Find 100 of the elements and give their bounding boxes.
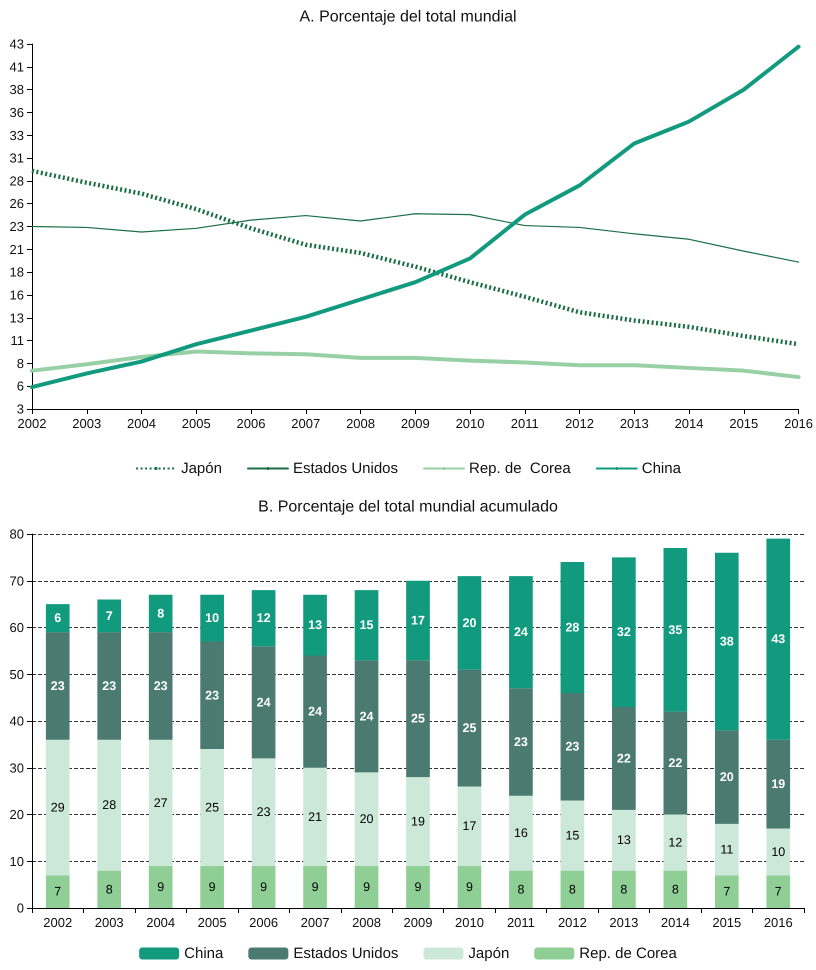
y-tick-label: 36: [10, 104, 24, 120]
data-label: 16: [514, 826, 528, 840]
data-label: 23: [50, 678, 65, 693]
y-tick-label: 80: [10, 526, 24, 542]
bar: [303, 656, 327, 768]
bar: [97, 870, 122, 908]
data-label: 24: [256, 695, 271, 710]
y-tick-label: 33: [10, 128, 24, 143]
data-label: 24: [360, 709, 374, 724]
data-label: 10: [771, 844, 786, 859]
bar: [200, 866, 224, 908]
bar: [354, 590, 378, 660]
x-tick-label: 2014: [660, 915, 690, 930]
legend-label: Japón: [181, 460, 222, 477]
data-label: 15: [565, 828, 580, 843]
bar: [200, 642, 224, 750]
bar: [509, 576, 533, 688]
y-tick-label: 20: [10, 807, 24, 822]
x-tick-label: 2005: [198, 915, 227, 930]
data-label: 12: [668, 836, 682, 850]
data-label: 8: [157, 606, 164, 620]
bar: [354, 660, 378, 772]
bar: [612, 557, 636, 707]
data-label: 25: [462, 721, 476, 736]
data-label: 21: [308, 810, 322, 824]
data-label: 24: [514, 625, 528, 640]
x-tick-label: 2006: [249, 915, 278, 930]
bar: [354, 772, 378, 866]
y-tick-label: 6: [16, 378, 24, 394]
data-label: 23: [514, 735, 528, 750]
bar: [509, 870, 533, 908]
y-tick-label: 10: [10, 854, 24, 869]
bar: [612, 706, 636, 810]
x-tick-label: 2008: [352, 915, 381, 930]
bar: [509, 688, 533, 796]
data-label: 9: [312, 880, 319, 894]
y-tick-label: 41: [10, 59, 24, 74]
data-label: 15: [360, 618, 374, 632]
bar: [663, 814, 688, 871]
x-tick-label: 2004: [127, 416, 156, 431]
data-label: 13: [616, 833, 631, 848]
data-label: 17: [411, 613, 425, 628]
bar: [303, 768, 327, 866]
x-tick-label: 2009: [400, 416, 430, 431]
bar: [766, 740, 790, 829]
x-tick-label: 2015: [712, 915, 742, 930]
chart-title: A. Porcentaje del total mundial: [299, 8, 517, 26]
bar: [148, 632, 173, 740]
bar: [714, 824, 739, 876]
data-label: 9: [414, 880, 422, 894]
bar: [458, 670, 482, 786]
data-label: 23: [205, 688, 220, 702]
bar: [663, 870, 688, 908]
bar: [714, 875, 739, 908]
bar: [148, 740, 173, 866]
data-label: 7: [774, 884, 782, 899]
bar: [252, 758, 276, 866]
data-label: 17: [462, 819, 476, 834]
data-label: 10: [205, 611, 220, 626]
x-tick-label: 2016: [784, 416, 813, 431]
legend-label: Estados Unidos: [292, 460, 398, 477]
bar: [252, 646, 276, 758]
bar: [612, 810, 636, 871]
data-label: 38: [720, 634, 734, 649]
line-series: [30, 168, 801, 346]
y-tick-label: 31: [10, 150, 24, 166]
data-label: 9: [466, 880, 473, 894]
data-label: 22: [668, 756, 682, 770]
bar: [560, 562, 584, 693]
data-label: 13: [308, 618, 322, 632]
data-label: 20: [720, 770, 734, 784]
bar: [303, 594, 327, 656]
data-label: 9: [157, 880, 164, 894]
data-label: 11: [720, 842, 734, 857]
data-label: 8: [620, 882, 628, 896]
bar: [458, 866, 482, 908]
bar: [200, 594, 224, 642]
x-tick-label: 2002: [18, 416, 46, 431]
legend-label: Estados Unidos: [293, 945, 398, 962]
y-tick-label: 23: [10, 219, 24, 234]
x-tick-label: 2006: [236, 416, 266, 431]
data-label: 23: [565, 740, 580, 754]
data-label: 20: [360, 812, 374, 826]
y-tick-label: 50: [10, 666, 24, 682]
bar: [46, 604, 70, 632]
bar: [97, 740, 122, 871]
bar: [560, 870, 584, 908]
y-tick-label: 18: [10, 264, 24, 280]
data-label: 32: [616, 625, 631, 640]
y-tick-label: 70: [10, 573, 24, 588]
bar: [252, 590, 276, 646]
data-label: 6: [54, 611, 62, 626]
bar: [46, 632, 70, 740]
y-tick-label: 21: [10, 242, 24, 257]
x-tick-label: 2013: [609, 915, 638, 930]
bar: [714, 552, 739, 730]
bar: [406, 660, 430, 778]
x-tick-label: 2015: [729, 416, 758, 431]
y-tick-label: 30: [10, 760, 24, 776]
bar: [252, 866, 276, 908]
